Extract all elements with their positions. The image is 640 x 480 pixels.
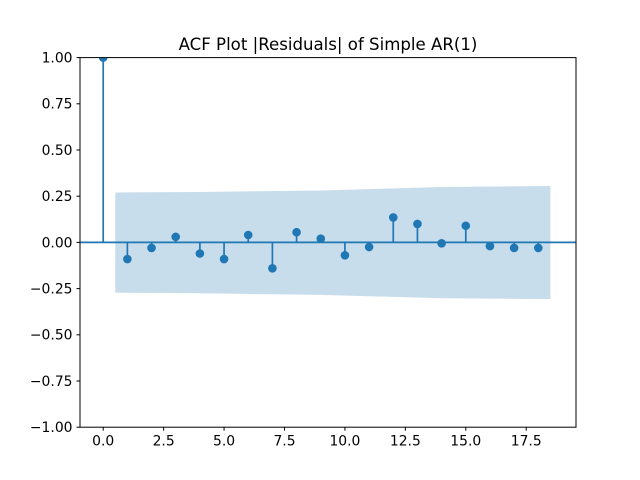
y-tick-label: 0.25 (42, 189, 73, 205)
x-tick-label: 15.0 (450, 434, 481, 450)
x-tick-label: 10.0 (329, 434, 360, 450)
y-tick-label: −0.50 (30, 328, 73, 344)
y-tick-label: 0.00 (42, 235, 73, 251)
stem-marker-lag-5 (219, 254, 229, 264)
stem-marker-lag-1 (123, 254, 132, 264)
stem-marker-lag-11 (364, 242, 374, 252)
stem-marker-lag-10 (340, 251, 350, 260)
stem-marker-lag-16 (485, 241, 495, 251)
stem-marker-lag-2 (147, 243, 156, 253)
x-tick-label: 7.5 (273, 434, 295, 450)
x-tick-label: 12.5 (390, 434, 421, 450)
y-tick-label: −0.25 (30, 282, 73, 298)
y-tick-label: 0.75 (42, 97, 73, 113)
chart-title: ACF Plot |Residuals| of Simple AR(1) (179, 35, 478, 54)
stem-marker-lag-15 (461, 221, 471, 231)
y-tick-label: −1.00 (30, 420, 73, 436)
stem-marker-lag-4 (195, 249, 205, 258)
x-tick-label: 0.0 (92, 434, 114, 450)
stem-marker-lag-3 (171, 232, 181, 242)
stem-marker-lag-6 (243, 230, 253, 240)
x-tick-label: 5.0 (213, 434, 235, 450)
stem-marker-lag-17 (509, 243, 519, 253)
x-tick-label: 2.5 (153, 434, 175, 450)
x-tick-label: 17.5 (511, 434, 542, 450)
y-tick-label: 1.00 (42, 51, 73, 67)
stem-marker-lag-13 (413, 219, 422, 229)
stem-marker-lag-12 (388, 213, 398, 222)
y-tick-label: −0.75 (30, 374, 73, 390)
stem-marker-lag-7 (268, 263, 277, 273)
tick-layer: 0.0 2.5 5.0 7.5 10.0 12.5 15.0 17.5 1.00 0.75 0.50… (30, 51, 542, 450)
stem-marker-lag-14 (437, 239, 446, 248)
stem-marker-lag-18 (533, 243, 543, 253)
stem-marker-lag-9 (316, 234, 326, 244)
stem-marker-lag-8 (292, 227, 301, 237)
stem-marker-lag-0 (98, 57, 108, 62)
stem-data-layer (80, 57, 576, 273)
y-tick-label: 0.50 (42, 143, 73, 159)
